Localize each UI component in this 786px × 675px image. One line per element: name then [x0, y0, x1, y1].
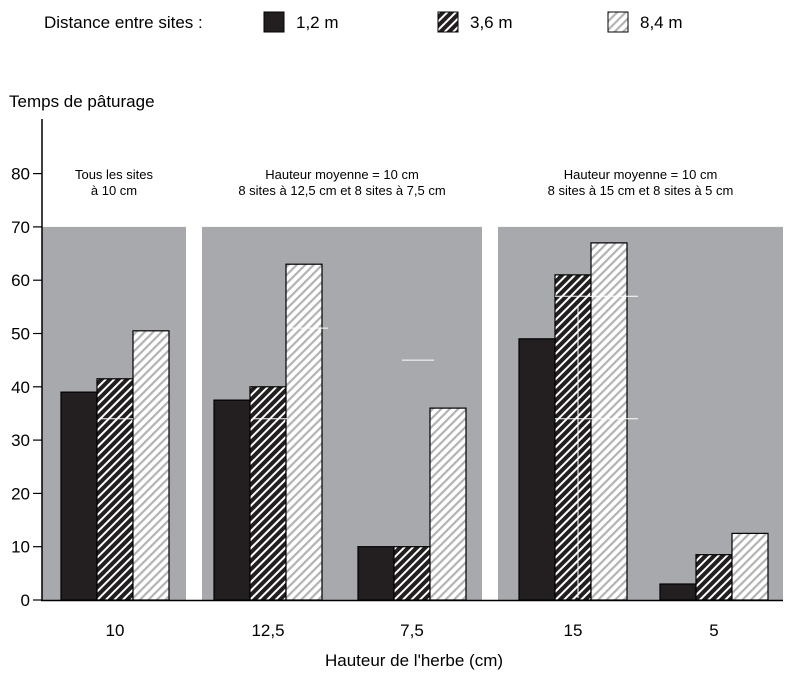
- panel-label: à 10 cm: [91, 183, 137, 198]
- legend-label: 1,2 m: [296, 13, 339, 32]
- legend: Distance entre sites : 1,2 m 3,6 m 8,4 m: [44, 11, 683, 33]
- y-tick-label: 10: [11, 538, 30, 557]
- panel-label: 8 sites à 15 cm et 8 sites à 5 cm: [548, 183, 734, 198]
- bar: [731, 532, 769, 601]
- bar: [590, 242, 628, 601]
- bar: [357, 546, 395, 601]
- x-ticks: 10 12,5 7,5 15 5: [106, 621, 719, 640]
- x-tick-label: 10: [106, 621, 125, 640]
- legend-label: 8,4 m: [640, 13, 683, 32]
- bar: [285, 263, 323, 601]
- bar: [518, 338, 556, 601]
- x-tick-label: 15: [564, 621, 583, 640]
- bars: [60, 242, 769, 601]
- gridlines: [101, 295, 638, 598]
- legend-title: Distance entre sites :: [44, 13, 203, 32]
- bar: [695, 554, 733, 601]
- x-tick-label: 5: [709, 621, 718, 640]
- y-tick-label: 0: [21, 591, 30, 610]
- bar: [213, 399, 251, 601]
- bar: [393, 546, 431, 601]
- bar: [132, 330, 170, 601]
- y-tick-label: 30: [11, 431, 30, 450]
- panel-label: Hauteur moyenne = 10 cm: [564, 167, 718, 182]
- bar: [60, 391, 98, 601]
- y-ticks: 0 10 20 30 40 50 60 70 80: [11, 165, 42, 610]
- y-tick-label: 50: [11, 325, 30, 344]
- bar: [554, 274, 592, 601]
- x-axis-title: Hauteur de l'herbe (cm): [325, 651, 503, 670]
- y-tick-label: 20: [11, 484, 30, 503]
- legend-swatch: [437, 11, 459, 33]
- legend-swatch: [607, 11, 629, 33]
- y-tick-label: 70: [11, 218, 30, 237]
- bar: [429, 407, 467, 601]
- panel-label: 8 sites à 12,5 cm et 8 sites à 7,5 cm: [238, 183, 445, 198]
- legend-label: 3,6 m: [470, 13, 513, 32]
- panel-label: Tous les sites: [75, 167, 154, 182]
- bar: [659, 583, 697, 601]
- x-tick-label: 7,5: [400, 621, 424, 640]
- y-tick-label: 60: [11, 271, 30, 290]
- y-tick-label: 80: [11, 165, 30, 184]
- legend-swatch: [263, 11, 285, 33]
- y-axis-title: Temps de pâturage: [9, 92, 155, 111]
- x-tick-label: 12,5: [251, 621, 284, 640]
- y-tick-label: 40: [11, 378, 30, 397]
- bar: [96, 378, 134, 601]
- panel-label: Hauteur moyenne = 10 cm: [265, 167, 419, 182]
